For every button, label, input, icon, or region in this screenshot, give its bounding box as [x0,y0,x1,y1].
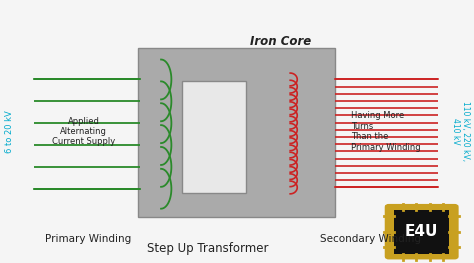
Text: 110 kV, 220 kV,
410 kV: 110 kV, 220 kV, 410 kV [451,102,470,161]
Text: Having More
Turns
Than the
Primary Winding: Having More Turns Than the Primary Windi… [351,112,421,151]
Text: Applied
Alternating
Current Supply: Applied Alternating Current Supply [52,117,115,146]
Text: E4U: E4U [405,224,438,239]
FancyBboxPatch shape [386,206,457,258]
Bar [394,210,449,254]
Text: Primary Winding: Primary Winding [45,235,131,245]
Bar [182,81,246,193]
Bar [137,48,335,218]
Text: Step Up Transformer: Step Up Transformer [147,242,269,255]
Text: Secondary Winding: Secondary Winding [319,235,420,245]
Text: Iron Core: Iron Core [250,35,311,48]
Text: 6 to 20 kV: 6 to 20 kV [5,110,14,153]
